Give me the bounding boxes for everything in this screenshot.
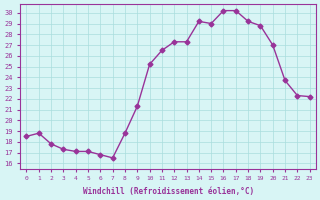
X-axis label: Windchill (Refroidissement éolien,°C): Windchill (Refroidissement éolien,°C) [83, 187, 254, 196]
